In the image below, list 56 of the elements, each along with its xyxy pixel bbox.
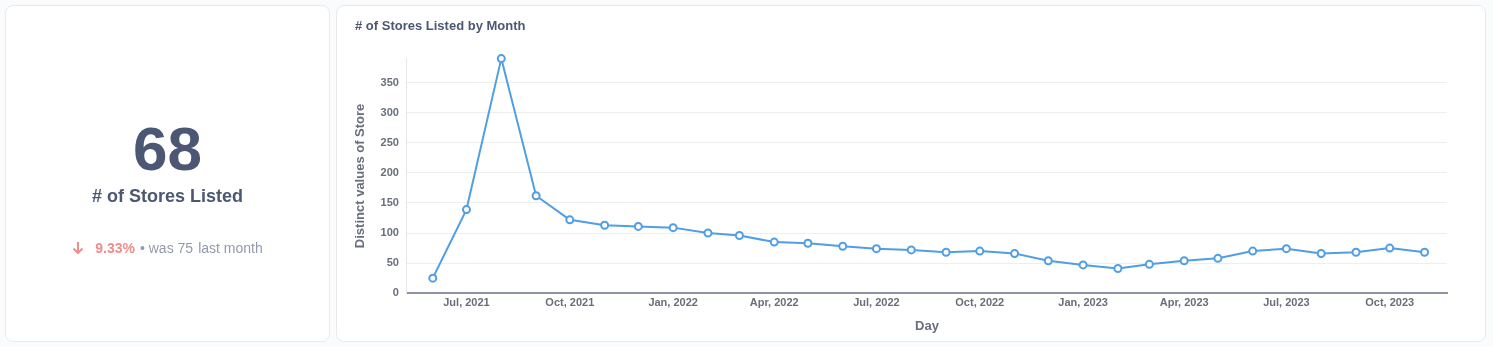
- x-tick-label: Oct, 2022: [955, 295, 1005, 308]
- point: [1385, 243, 1395, 253]
- point: [496, 54, 506, 64]
- x-tick-label: Jul, 2023: [1263, 295, 1310, 308]
- point: [941, 247, 951, 257]
- point: [975, 246, 985, 256]
- x-tick-label: Apr, 2022: [749, 295, 799, 308]
- point: [1248, 246, 1258, 256]
- point: [461, 205, 471, 215]
- point: [668, 223, 678, 233]
- point: [871, 244, 881, 254]
- point: [803, 238, 813, 248]
- text: 9.33%: [95, 240, 135, 256]
- text: last month: [198, 240, 263, 256]
- point: [565, 215, 575, 225]
- chart-title: # of Stores Listed by Month: [355, 18, 526, 33]
- point: [769, 237, 779, 247]
- x-tick-label: Oct, 2021: [545, 295, 595, 308]
- text: 68: [132, 114, 203, 184]
- y-tick-label: 200: [380, 165, 399, 178]
- point: [906, 245, 916, 255]
- y-tick-label: 250: [380, 135, 399, 148]
- text: • was 75: [139, 240, 194, 256]
- y-tick-label: 50: [386, 256, 399, 269]
- point: [1113, 264, 1123, 274]
- x-tick-label: Apr, 2023: [1159, 295, 1209, 308]
- point: [1213, 253, 1223, 263]
- point: [838, 241, 848, 251]
- point: [1078, 260, 1088, 270]
- y-axis-title: Distinct values of Store: [352, 103, 368, 249]
- point: [1316, 249, 1326, 258]
- x-axis-title: Day: [915, 317, 940, 333]
- x-tick-label: Jul, 2021: [443, 295, 490, 308]
- y-tick-label: 350: [380, 75, 399, 88]
- point: [428, 273, 438, 283]
- point: [1179, 256, 1189, 266]
- y-tick-label: 150: [380, 196, 399, 208]
- point: [633, 221, 643, 231]
- text: # of Stores Listed: [91, 186, 244, 207]
- point: [703, 228, 713, 238]
- point: [1144, 259, 1154, 269]
- point: [1043, 256, 1053, 266]
- point: [600, 220, 610, 230]
- point: [1420, 247, 1430, 257]
- x-tick-label: Jul, 2022: [853, 295, 900, 308]
- x-tick-label: Oct, 2023: [1365, 295, 1415, 308]
- point: [1281, 244, 1291, 254]
- point: [1010, 249, 1020, 258]
- x-tick-label: Jan, 2022: [648, 295, 698, 308]
- point: [531, 191, 541, 201]
- point: [1351, 247, 1361, 257]
- x-tick-label: Jan, 2023: [1058, 295, 1108, 308]
- y-tick-label: 100: [380, 226, 399, 239]
- y-tick-label: 300: [380, 105, 399, 118]
- point: [734, 230, 744, 240]
- y-tick-label: 0: [392, 286, 399, 299]
